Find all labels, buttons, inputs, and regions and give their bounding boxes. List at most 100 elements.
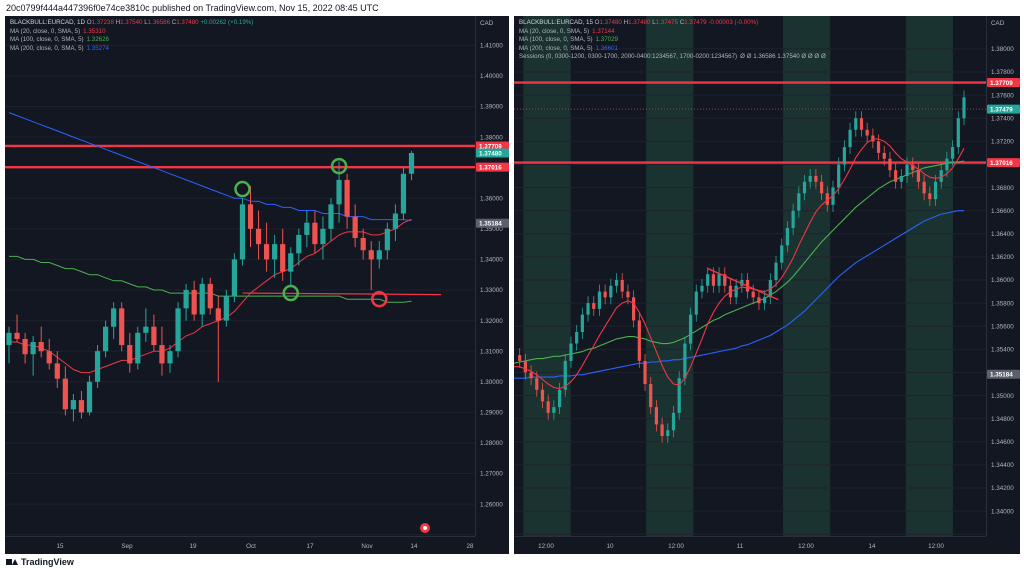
- candle-body: [400, 173, 407, 214]
- currency-label: CAD: [991, 20, 1005, 27]
- green-circle-marker: [282, 284, 299, 302]
- price-tag-bg: [987, 158, 1020, 168]
- indicator-ma100[interactable]: MA (100, close, 0, SMA, 5) 1.37029: [519, 36, 829, 45]
- candle-body: [191, 290, 197, 315]
- candle-body: [620, 280, 624, 292]
- ohlc-row: BLACKBULL:EURCAD, 15 O1.37480 H1.37480 L…: [519, 19, 829, 28]
- brand-label: TradingView: [21, 557, 74, 567]
- candle-body: [38, 342, 44, 352]
- candle-body: [683, 343, 687, 379]
- candle-body: [871, 135, 875, 142]
- session-band: [523, 16, 571, 536]
- candle-body: [408, 152, 415, 174]
- price-tick-label: 1.30000: [480, 379, 503, 386]
- candle-body: [575, 332, 579, 344]
- low-value: 1.37475: [655, 19, 679, 26]
- indicator-ma200[interactable]: MA (200, close, 0, SMA, 5) 1.35274: [10, 45, 253, 54]
- time-tick-label: 12:00: [538, 543, 554, 550]
- time-axis-bg: [5, 536, 475, 554]
- candle-body: [808, 176, 812, 182]
- candle-body: [592, 303, 596, 309]
- low-value: 1.36586: [147, 19, 171, 26]
- green-circle-marker: [330, 157, 348, 175]
- candle-body: [580, 314, 584, 332]
- intraday-chart-panel[interactable]: CAD 1.38000 1.37800 1.37600 1.37400 1.37200 1.…: [514, 16, 1020, 554]
- indicator-ma200[interactable]: MA (200, close, 0, SMA, 5) 1.36601: [519, 45, 829, 54]
- candle-body: [529, 372, 533, 379]
- price-tick-label: 1.34600: [991, 439, 1014, 446]
- price-tick-label: 1.35000: [991, 393, 1014, 400]
- daily-chart-panel[interactable]: CAD1.410001.400001.390001.380001.370001.…: [5, 16, 509, 554]
- time-axis-bg: [514, 536, 986, 554]
- price-tag-label: 1.37709: [479, 143, 502, 150]
- intraday-chart-canvas[interactable]: CAD 1.38000 1.37800 1.37600 1.37400 1.37200 1.…: [514, 16, 1020, 554]
- candle-body: [814, 176, 818, 182]
- price-tag-bg: [476, 162, 509, 172]
- indicator-label: MA (200, close, 0, SMA, 5): [10, 44, 84, 52]
- candle-body: [933, 181, 938, 200]
- price-tick-label: 1.37400: [991, 115, 1014, 122]
- candle-body: [78, 400, 85, 413]
- price-tag-label: 1.35184: [990, 372, 1013, 379]
- candle-body: [569, 343, 573, 361]
- red-circle-marker: [371, 290, 388, 308]
- candle-body: [876, 141, 881, 153]
- candle-body: [922, 181, 926, 194]
- close-label: C: [679, 19, 685, 26]
- candle-body: [649, 384, 653, 408]
- indicator-value: 1.36601: [595, 44, 618, 52]
- price-tick-label: 1.37800: [991, 69, 1014, 76]
- price-tick-label: 1.27000: [480, 471, 503, 478]
- candle-body: [654, 407, 659, 425]
- price-tick-label: 1.36400: [991, 231, 1014, 238]
- candle-body: [320, 228, 326, 245]
- candle-body: [837, 164, 841, 188]
- indicator-sessions[interactable]: Sessions (0, 0300-1200, 0300-1700, 2000-…: [519, 53, 829, 62]
- tradingview-logo[interactable]: TradingView: [6, 557, 74, 567]
- candle-body: [103, 326, 109, 352]
- close-value: 1.37480: [176, 19, 199, 26]
- time-tick-label: Oct: [246, 543, 256, 550]
- time-tick-label: 28: [466, 543, 474, 550]
- high-label: H: [115, 19, 121, 26]
- change-value: +0.00262 (+0.19%): [200, 19, 254, 26]
- indicator-ma100[interactable]: MA (100, close, 0, SMA, 5) 1.32626: [10, 36, 253, 45]
- event-flag-icon-dot: [423, 526, 427, 530]
- candle-body: [694, 291, 698, 315]
- open-value: 1.37238: [91, 19, 114, 26]
- candle-body: [183, 290, 189, 309]
- price-tick-label: 1.36000: [480, 195, 503, 202]
- candle-body: [143, 326, 149, 333]
- time-tick-label: 14: [868, 543, 876, 550]
- candle-body: [757, 297, 761, 304]
- symbol-label[interactable]: BLACKBULL:EURCAD, 15: [519, 19, 593, 26]
- candle-body: [215, 308, 221, 321]
- candle-body: [763, 297, 767, 304]
- candle-body: [643, 360, 647, 384]
- candle-body: [956, 118, 960, 148]
- session-band: [646, 16, 694, 536]
- time-tick-label: 12:00: [798, 543, 814, 550]
- candle-body: [207, 283, 213, 309]
- high-value: 1.37480: [628, 19, 651, 26]
- price-tick-label: 1.33000: [480, 287, 503, 294]
- price-tick-label: 1.40000: [480, 73, 503, 80]
- price-tag-bg: [987, 104, 1020, 114]
- symbol-label[interactable]: BLACKBULL:EURCAD, 1D: [10, 19, 85, 26]
- candle-body: [951, 147, 955, 159]
- indicator-ma20[interactable]: MA (20, close, 0, SMA, 5) 1.37144: [519, 28, 829, 37]
- price-tick-label: 1.35800: [991, 300, 1014, 307]
- indicator-ma20[interactable]: MA (20, close, 0, SMA, 5) 1.35310: [10, 28, 253, 37]
- candle-body: [797, 193, 801, 211]
- candle-body: [785, 228, 790, 246]
- price-tag-label: 1.35184: [479, 220, 502, 227]
- candle-body: [360, 238, 366, 251]
- candle-body: [336, 179, 342, 205]
- change-value: -0.00003 (-0.00%): [708, 19, 759, 26]
- candle-body: [304, 222, 310, 235]
- candle-body: [247, 204, 254, 229]
- price-tick-label: 1.38000: [480, 134, 503, 141]
- daily-chart-canvas[interactable]: CAD1.410001.400001.390001.380001.370001.…: [5, 16, 509, 554]
- candle-body: [865, 129, 869, 136]
- indicator-label: Sessions (0, 0300-1200, 0300-1700, 2000-…: [519, 53, 738, 61]
